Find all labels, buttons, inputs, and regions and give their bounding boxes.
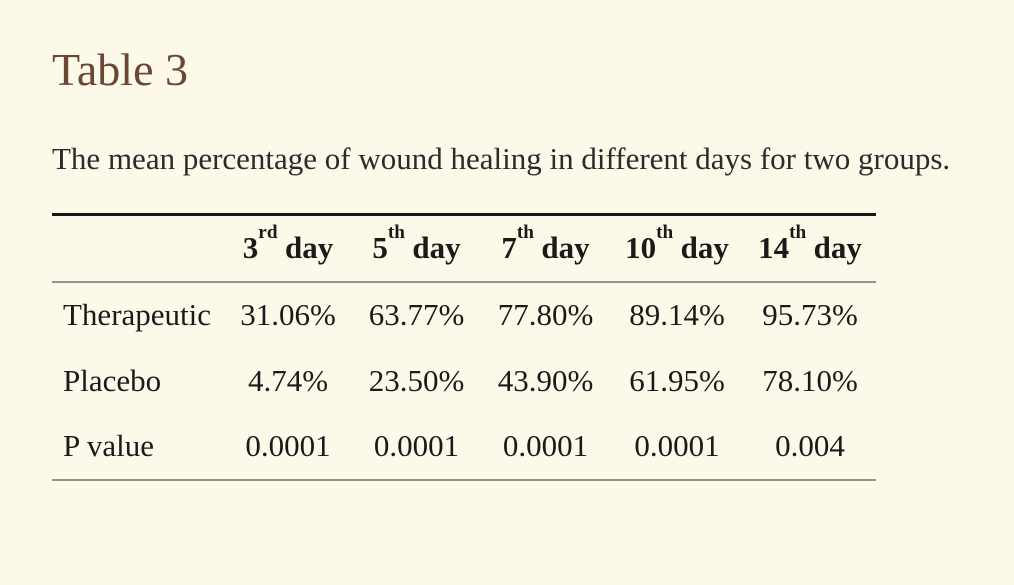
table-cell: 0.0001 — [502, 428, 589, 463]
header-ordinal: rd — [258, 221, 278, 243]
header-col-10th-day: 10th day — [610, 215, 744, 282]
header-day-number: 5 — [372, 230, 388, 266]
table-cell: 0.004 — [775, 428, 845, 463]
table-cell: 43.90% — [497, 362, 594, 398]
table-cell: 78.10% — [762, 362, 858, 398]
header-day-number: 3 — [242, 230, 259, 266]
table-title: Table 3 — [52, 44, 189, 95]
header-day-word: day — [680, 230, 729, 266]
header-day-word: day — [541, 230, 590, 266]
header-row: 3rd day 5th day 7th day 10th day 14th day — [52, 215, 876, 282]
header-day-number: 10 — [625, 230, 657, 266]
header-ordinal: th — [516, 221, 534, 243]
row-label: Placebo — [63, 362, 162, 398]
article-page: Table 3 The mean percentage of wound hea… — [0, 47, 1014, 481]
table-cell: 0.0001 — [634, 428, 720, 463]
row-label: P value — [63, 428, 154, 463]
table-row-p-value: P value 0.0001 0.0001 0.0001 0.0001 0.00… — [52, 414, 876, 480]
header-day-word: day — [412, 230, 461, 266]
table-cell: 23.50% — [368, 362, 465, 398]
header-col-14th-day: 14th day — [744, 215, 876, 282]
header-ordinal: th — [387, 221, 405, 243]
table-cell: 0.0001 — [245, 428, 331, 463]
header-day-word: day — [284, 230, 334, 266]
table-row-placebo: Placebo 4.74% 23.50% 43.90% 61.95% 78.10… — [52, 348, 876, 414]
header-col-3rd-day: 3rd day — [224, 215, 352, 282]
header-col-7th-day: 7th day — [481, 215, 610, 282]
table-cell: 89.14% — [629, 297, 725, 332]
table-cell: 0.0001 — [373, 428, 460, 463]
table-cell: 31.06% — [240, 297, 336, 332]
table-cell: 4.74% — [247, 362, 329, 398]
header-day-word: day — [813, 230, 862, 266]
table-cell: 77.80% — [497, 297, 594, 332]
header-empty-cell — [52, 215, 224, 282]
table-cell: 95.73% — [762, 297, 858, 332]
table-caption: The mean percentage of wound healing in … — [52, 141, 951, 176]
table-cell: 63.77% — [368, 297, 465, 332]
header-col-5th-day: 5th day — [352, 215, 481, 282]
table-row-therapeutic: Therapeutic 31.06% 63.77% 77.80% 89.14% … — [52, 282, 876, 348]
header-day-number: 14 — [758, 230, 790, 266]
header-day-number: 7 — [501, 230, 517, 266]
header-ordinal: th — [656, 221, 674, 243]
header-ordinal: th — [789, 221, 807, 243]
row-label: Therapeutic — [63, 297, 212, 332]
table-cell: 61.95% — [629, 362, 725, 398]
wound-healing-table: 3rd day 5th day 7th day 10th day 14th day The… — [52, 213, 876, 481]
